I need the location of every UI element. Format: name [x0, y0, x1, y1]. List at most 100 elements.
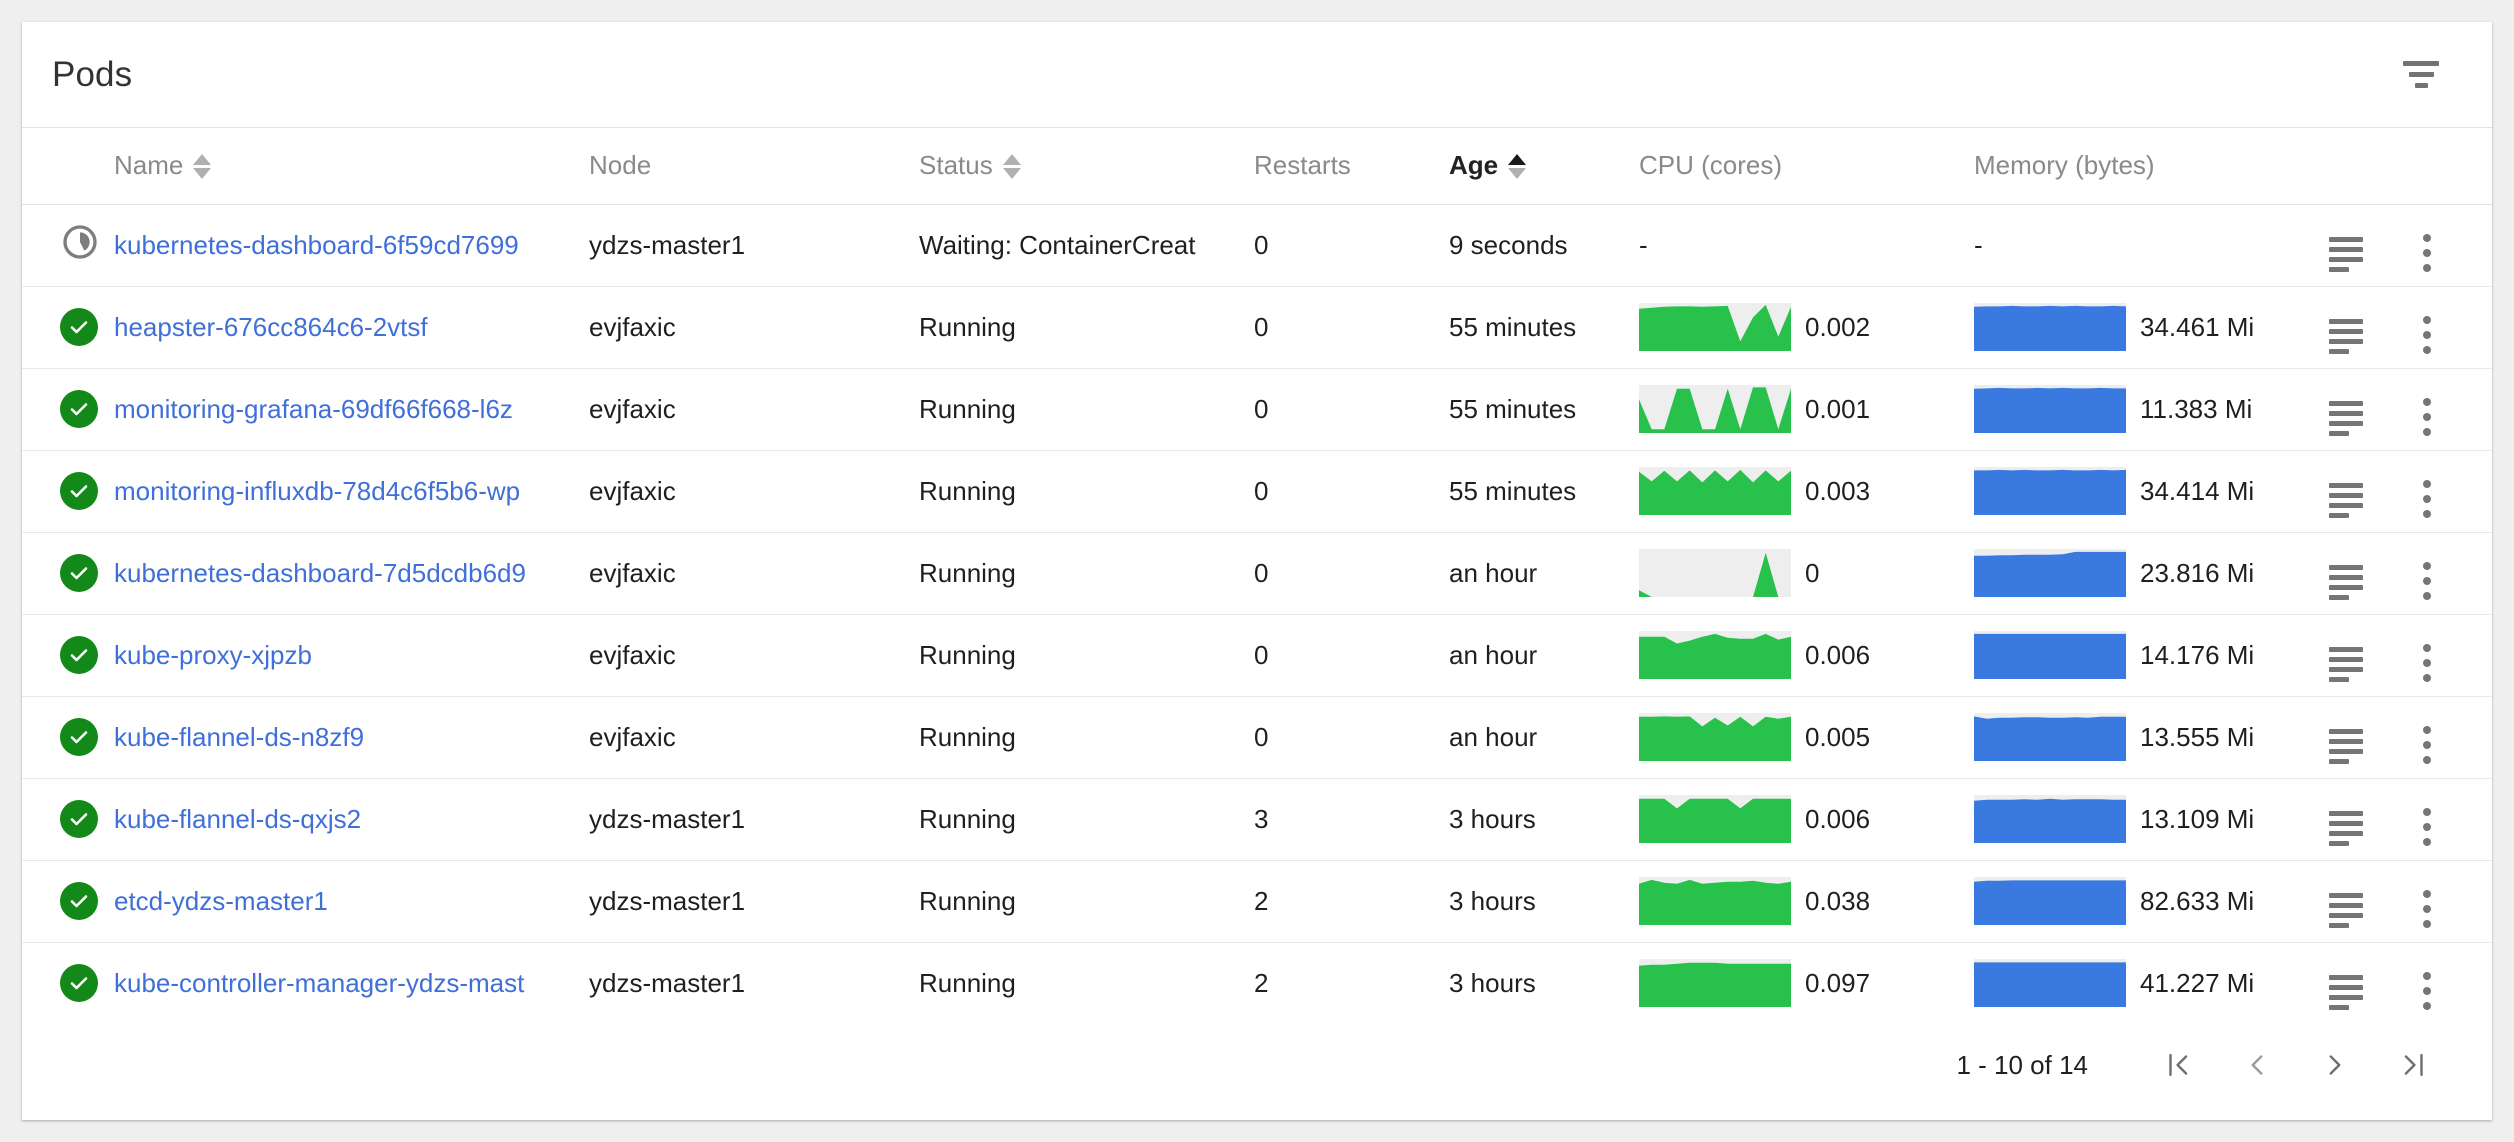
- page-title: Pods: [52, 54, 133, 94]
- dot-3: [2423, 756, 2431, 764]
- cpu-value: 0.001: [1805, 393, 1871, 424]
- more-vert-icon[interactable]: [2409, 398, 2431, 436]
- memory-value: 41.227 Mi: [2140, 967, 2255, 998]
- row-logs-cell: [2319, 860, 2409, 942]
- more-vert-icon[interactable]: [2409, 972, 2431, 1010]
- row-restarts-cell: 0: [1254, 393, 1269, 424]
- header-status-label: Status: [919, 150, 993, 181]
- dot-3: [2423, 592, 2431, 600]
- header-name[interactable]: Name: [114, 128, 589, 205]
- row-memory-cell: 11.383 Mi: [1974, 368, 2319, 450]
- logs-line-4: [2329, 923, 2349, 928]
- header-age[interactable]: Age: [1449, 128, 1639, 205]
- logs-icon[interactable]: [2319, 565, 2363, 600]
- chevron-left-icon[interactable]: [2218, 1026, 2296, 1104]
- logs-line-3: [2329, 421, 2363, 426]
- memory-sparkline: [1974, 795, 2126, 843]
- row-menu-cell: [2409, 532, 2492, 614]
- more-vert-icon[interactable]: [2409, 480, 2431, 518]
- header-status[interactable]: Status: [919, 128, 1254, 205]
- more-vert-icon[interactable]: [2409, 234, 2431, 272]
- dot-1: [2423, 480, 2431, 488]
- more-vert-icon[interactable]: [2409, 316, 2431, 354]
- filter-bar-1: [2403, 61, 2439, 66]
- success-icon: [60, 308, 98, 346]
- logs-icon[interactable]: [2319, 811, 2363, 846]
- logs-icon[interactable]: [2319, 647, 2363, 682]
- pod-name-link[interactable]: etcd-ydzs-master1: [114, 885, 328, 916]
- sort-arrows-name[interactable]: [193, 153, 212, 179]
- row-memory-cell: 13.109 Mi: [1974, 778, 2319, 860]
- row-node-cell: ydzs-master1: [589, 885, 746, 916]
- pod-name-link[interactable]: kube-flannel-ds-qxjs2: [114, 803, 362, 834]
- row-status-cell: Running: [919, 885, 1016, 916]
- more-vert-icon[interactable]: [2409, 726, 2431, 764]
- memory-sparkline: [1974, 549, 2126, 597]
- row-name-cell: kube-controller-manager-ydzs-mast: [114, 942, 589, 1024]
- logs-line-2: [2329, 247, 2363, 252]
- success-icon: [60, 718, 98, 756]
- logs-icon[interactable]: [2319, 401, 2363, 436]
- logs-line-1: [2329, 401, 2363, 406]
- logs-line-1: [2329, 975, 2363, 980]
- pod-name-link[interactable]: monitoring-grafana-69df66f668-l6z: [114, 393, 513, 424]
- logs-icon[interactable]: [2319, 319, 2363, 354]
- table-row[interactable]: heapster-676cc864c6-2vtsf evjfaxic Running…: [22, 286, 2492, 368]
- memory-value: -: [1974, 229, 1983, 260]
- logs-icon[interactable]: [2319, 893, 2363, 928]
- filter-list-icon[interactable]: [2392, 46, 2450, 104]
- sort-arrows-status[interactable]: [1002, 153, 1021, 179]
- table-row[interactable]: monitoring-grafana-69df66f668-l6z evjfaxi…: [22, 368, 2492, 450]
- dot-2: [2423, 495, 2431, 503]
- dot-3: [2423, 510, 2431, 518]
- logs-line-1: [2329, 647, 2363, 652]
- memory-sparkline: [1974, 959, 2126, 1007]
- row-status-icon-cell: [22, 778, 114, 860]
- pod-name-link[interactable]: heapster-676cc864c6-2vtsf: [114, 311, 428, 342]
- table-row[interactable]: kube-controller-manager-ydzs-mast ydzs-ma…: [22, 942, 2492, 1024]
- row-logs-cell: [2319, 942, 2409, 1024]
- table-row[interactable]: kube-flannel-ds-n8zf9 evjfaxic Running 0 an …: [22, 696, 2492, 778]
- table-row[interactable]: kubernetes-dashboard-6f59cd7699 ydzs-mast…: [22, 204, 2492, 286]
- logs-icon[interactable]: [2319, 237, 2363, 272]
- pod-name-link[interactable]: kubernetes-dashboard-7d5dcdb6d9: [114, 557, 526, 588]
- dot-2: [2423, 741, 2431, 749]
- more-vert-icon[interactable]: [2409, 644, 2431, 682]
- row-age-cell: 55 minutes: [1449, 393, 1577, 424]
- cpu-sparkline: [1639, 467, 1791, 515]
- row-node-cell: ydzs-master1: [589, 967, 746, 998]
- pod-name-link[interactable]: kube-proxy-xjpzb: [114, 639, 312, 670]
- logs-line-2: [2329, 821, 2363, 826]
- more-vert-icon[interactable]: [2409, 890, 2431, 928]
- more-vert-icon[interactable]: [2409, 808, 2431, 846]
- chevron-right-icon[interactable]: [2296, 1026, 2374, 1104]
- dot-1: [2423, 890, 2431, 898]
- pod-name-link[interactable]: kube-flannel-ds-n8zf9: [114, 721, 365, 752]
- pod-name-link[interactable]: monitoring-influxdb-78d4c6f5b6-wp: [114, 475, 521, 506]
- logs-icon[interactable]: [2319, 975, 2363, 1010]
- success-icon: [60, 390, 98, 428]
- sort-arrows-age[interactable]: [1508, 153, 1527, 179]
- logs-icon[interactable]: [2319, 729, 2363, 764]
- cpu-value: 0: [1805, 557, 1820, 588]
- first-page-icon[interactable]: [2140, 1026, 2218, 1104]
- header-status-icon: [22, 128, 114, 205]
- table-row[interactable]: kube-proxy-xjpzb evjfaxic Running 0 an hour 0…: [22, 614, 2492, 696]
- table-row[interactable]: kube-flannel-ds-qxjs2 ydzs-master1 Running…: [22, 778, 2492, 860]
- logs-line-3: [2329, 913, 2363, 918]
- table-row[interactable]: monitoring-influxdb-78d4c6f5b6-wp evjfaxi…: [22, 450, 2492, 532]
- logs-line-3: [2329, 831, 2363, 836]
- row-status-cell: Running: [919, 475, 1016, 506]
- table-row[interactable]: kubernetes-dashboard-7d5dcdb6d9 evjfaxic R…: [22, 532, 2492, 614]
- sort-asc-icon: [193, 153, 212, 165]
- row-restarts-cell: 2: [1254, 885, 1269, 916]
- logs-line-2: [2329, 985, 2363, 990]
- logs-line-1: [2329, 565, 2363, 570]
- row-logs-cell: [2319, 286, 2409, 368]
- logs-icon[interactable]: [2319, 483, 2363, 518]
- table-row[interactable]: etcd-ydzs-master1 ydzs-master1 Running 2 3 h…: [22, 860, 2492, 942]
- more-vert-icon[interactable]: [2409, 562, 2431, 600]
- pod-name-link[interactable]: kube-controller-manager-ydzs-mast: [114, 967, 525, 998]
- pod-name-link[interactable]: kubernetes-dashboard-6f59cd7699: [114, 229, 519, 260]
- last-page-icon[interactable]: [2374, 1026, 2452, 1104]
